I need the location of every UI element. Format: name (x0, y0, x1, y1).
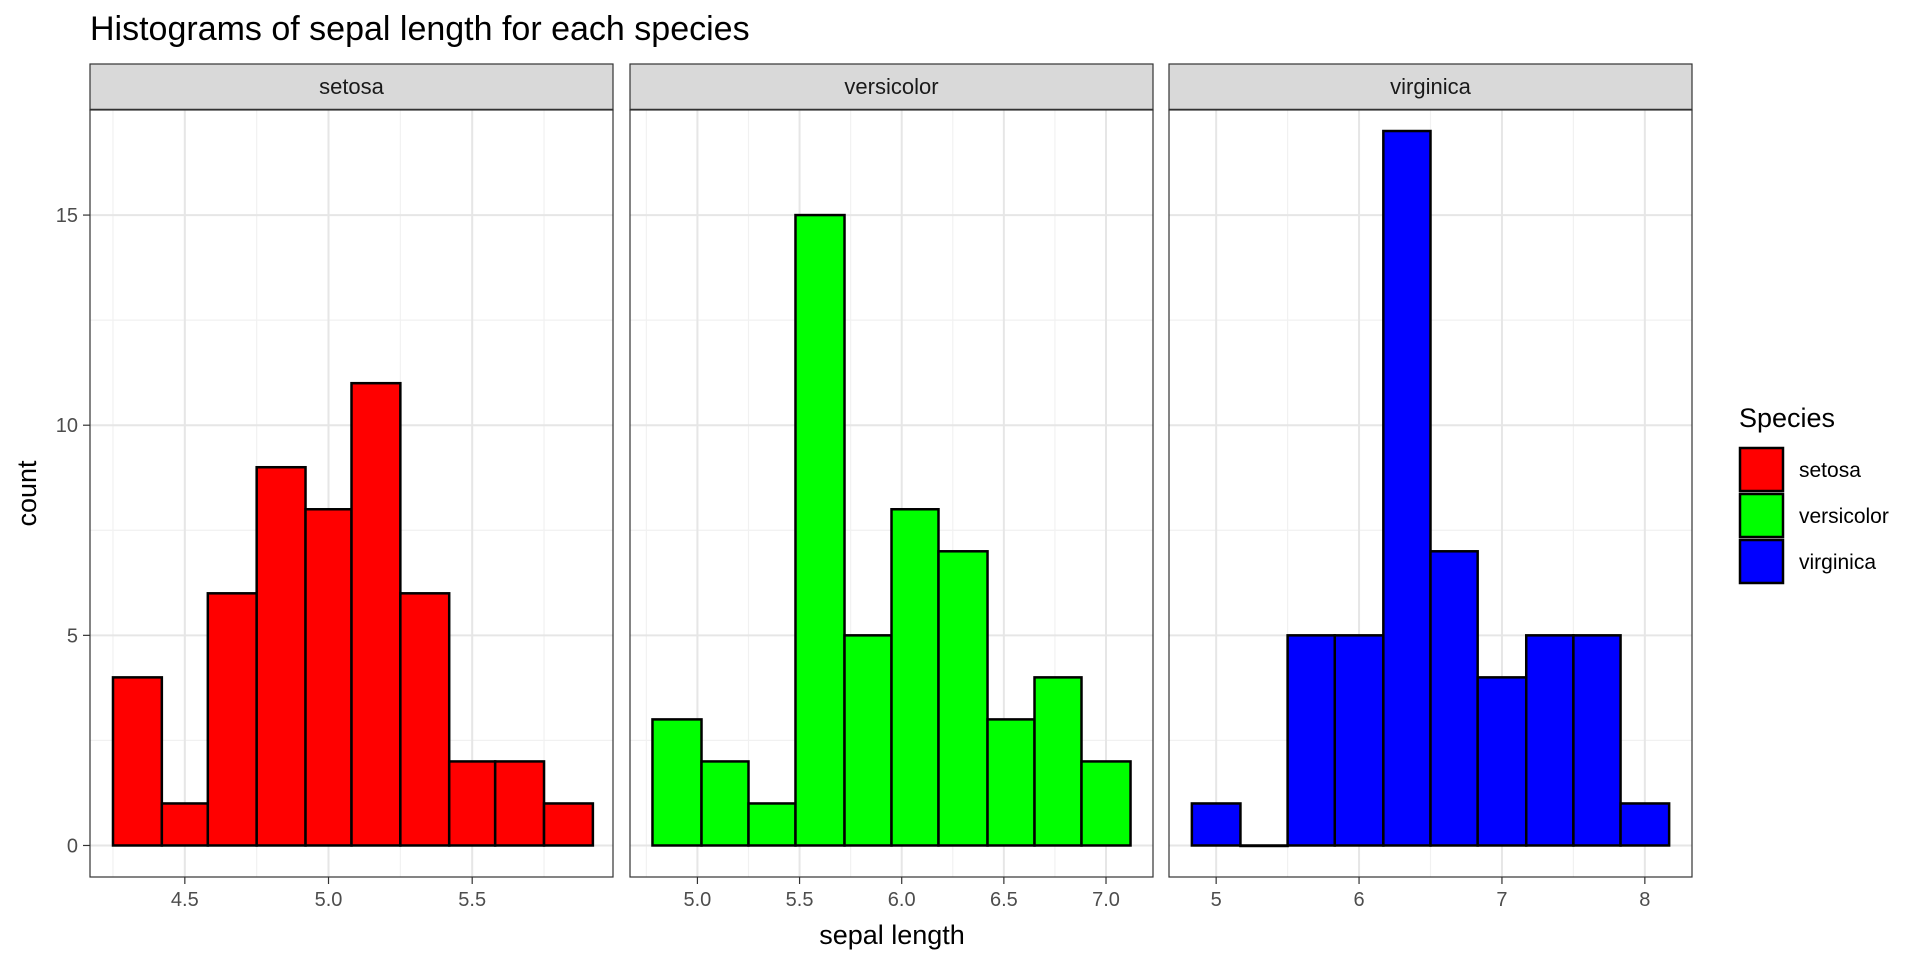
facet-strip (1168, 63, 1693, 111)
histogram-bar (890, 508, 940, 847)
histogram-bar (1572, 634, 1622, 847)
histogram-bar (1333, 634, 1385, 847)
legend-title: Species (1739, 403, 1835, 433)
facet-panel-versicolor: versicolor 5.0 5.5 6.0 6.5 7.0 (629, 63, 1154, 911)
histogram-bar (794, 213, 846, 847)
panel-border (89, 109, 614, 878)
histogram-bar (986, 718, 1036, 847)
facet-strip-label: virginica (1390, 74, 1471, 99)
legend-key-virginica (1738, 538, 1785, 585)
x-tick-label: 6 (1353, 889, 1364, 911)
histogram-bar (447, 760, 497, 847)
histogram-bar (1382, 129, 1432, 847)
histogram-bar (1239, 844, 1289, 848)
histogram-bar (747, 802, 797, 847)
histogram-bar (843, 634, 893, 847)
histogram-bar (651, 718, 703, 847)
facet-panel-virginica: virginica 5 6 7 8 (1168, 63, 1693, 911)
histogram-bar (160, 802, 210, 847)
x-axis-title: sepal length (819, 920, 965, 950)
histogram-bar (1476, 676, 1528, 847)
histogram-bar (1033, 676, 1083, 847)
histogram-bar (350, 381, 402, 847)
histogram-bar (206, 592, 258, 847)
x-tick-label: 7 (1496, 889, 1507, 911)
x-tick-label: 5.5 (786, 889, 814, 911)
legend-label-versicolor: versicolor (1799, 505, 1889, 528)
histogram-bar (111, 676, 164, 847)
legend-items: setosa versicolor virginica (1738, 446, 1889, 585)
histogram-bar (1429, 550, 1479, 847)
x-tick-label: 4.5 (171, 889, 199, 911)
legend-label-setosa: setosa (1799, 459, 1861, 482)
histogram-bar (1286, 634, 1337, 847)
histogram-bar (1524, 634, 1575, 847)
chart-title: Histograms of sepal length for each spec… (90, 10, 750, 48)
x-tick-label: 7.0 (1092, 889, 1120, 911)
x-tick-label: 5.0 (315, 889, 343, 911)
histogram-bar (493, 760, 546, 847)
x-tick-label: 5.0 (684, 889, 712, 911)
histogram-bar (255, 465, 307, 847)
panel-border (1168, 109, 1693, 878)
x-tick-label: 6.0 (888, 889, 916, 911)
facet-strip-label: setosa (319, 74, 385, 99)
y-tick-label: 0 (67, 835, 78, 857)
histogram-bar (1080, 760, 1132, 847)
x-tick-label: 8 (1639, 889, 1650, 911)
y-tick-label: 10 (56, 415, 78, 437)
legend-label-virginica: virginica (1799, 551, 1876, 574)
y-tick-label: 15 (56, 205, 78, 227)
facet-strip (89, 63, 614, 111)
x-tick-label: 5.5 (458, 889, 486, 911)
legend: Species setosa versicolor virginica (1738, 403, 1889, 585)
histogram-bar (937, 550, 989, 847)
x-tick-label: 6.5 (990, 889, 1018, 911)
y-axis-title: count (12, 460, 42, 527)
facets-layer: 0 5 10 15 setosa 4.5 5.0 5.5 versicolor 5.0 5.5 6.0… (56, 63, 1693, 911)
panel-border (629, 109, 1154, 878)
histogram-bar (700, 760, 750, 847)
histogram-bar (304, 508, 353, 847)
histogram-bar (542, 802, 595, 847)
legend-key-setosa (1738, 446, 1785, 493)
histogram-bar (1619, 802, 1671, 847)
y-tick-label: 5 (67, 625, 78, 647)
histogram-bar (399, 592, 451, 847)
histogram-bar (1190, 802, 1242, 847)
x-tick-label: 5 (1211, 889, 1222, 911)
facet-strip-label: versicolor (844, 74, 938, 99)
facet-strip (629, 63, 1154, 111)
legend-key-versicolor (1738, 492, 1785, 539)
facet-panel-setosa: setosa 4.5 5.0 5.5 (89, 63, 614, 911)
